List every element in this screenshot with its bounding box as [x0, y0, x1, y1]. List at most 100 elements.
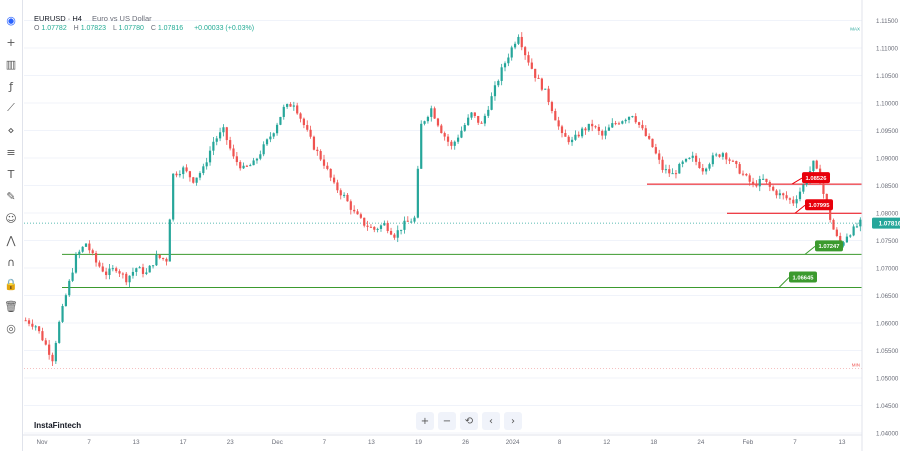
trend-line-icon[interactable]: ⟋ [7, 101, 15, 114]
candle-body [534, 68, 537, 78]
scroll-left-button[interactable]: ‹ [482, 412, 500, 430]
candle-body [678, 163, 681, 174]
price-chart[interactable]: 1.11500 1.11000 1.10500 1.10000 1.09500 1.090… [22, 0, 900, 451]
scroll-right-button[interactable]: › [504, 412, 522, 430]
candle-body [503, 63, 507, 68]
candle-body [524, 47, 527, 56]
candle-body [738, 164, 741, 174]
candle-body [658, 153, 661, 160]
candle-body [772, 186, 775, 191]
resistance-2-label: 1.08526 [806, 176, 828, 182]
price-tick-label: 1.11500 [876, 18, 898, 25]
candle-body [376, 228, 379, 230]
candle-body [594, 126, 597, 128]
candle-body [634, 116, 637, 123]
candle-body [41, 331, 44, 341]
candle-body [782, 193, 785, 196]
candle-body [403, 220, 406, 230]
candle-body [564, 133, 567, 137]
candle-body [135, 268, 138, 272]
candle-body [493, 85, 497, 97]
candle-body [661, 159, 664, 170]
candle-body [359, 214, 362, 218]
candle-body [420, 123, 423, 169]
price-tick-label: 1.11000 [876, 46, 898, 53]
candle-body [94, 253, 98, 263]
close-value: 1.07816 [157, 25, 184, 32]
reset-button[interactable]: ⟲ [460, 412, 478, 430]
eye-icon[interactable]: ◎ [6, 321, 16, 335]
candle-body [517, 36, 520, 44]
price-tick-label: 1.08500 [876, 183, 899, 190]
fib-icon[interactable]: ≡ [6, 145, 16, 159]
fx-icon[interactable]: ƒ [9, 79, 13, 93]
candle-body [768, 181, 771, 187]
ohlc-readout: O 1.07782 H 1.07823 L 1.07780 C 1.07816 … [34, 25, 254, 32]
candle-body [688, 157, 691, 159]
candle-body [430, 108, 433, 117]
emoji-icon[interactable]: ☺ [5, 211, 17, 225]
candle-body [835, 229, 838, 236]
candle-body [470, 112, 473, 118]
text-icon[interactable]: T [7, 167, 15, 181]
candle-body [765, 178, 768, 182]
max-marker: MAX [850, 26, 860, 31]
magnet-icon[interactable]: ∩ [6, 255, 16, 269]
current-price-tag [872, 217, 900, 229]
candle-body [426, 116, 430, 122]
open-value: 1.07782 [41, 25, 67, 32]
candle-body [637, 122, 641, 125]
candle-body [617, 123, 621, 125]
candle-body [537, 77, 540, 79]
candle-body [762, 178, 765, 180]
logo-icon[interactable]: ◉ [6, 13, 16, 27]
brush-icon[interactable]: ✎ [6, 189, 16, 203]
time-tick-label: 8 [558, 439, 562, 446]
candle-body [383, 222, 386, 226]
price-tick-label: 1.04500 [876, 403, 899, 410]
candle-body [557, 120, 560, 127]
symbol-description: Euro vs US Dollar [92, 14, 152, 23]
candle-body [366, 225, 369, 227]
candle-body [507, 57, 510, 64]
candle-body [741, 173, 745, 175]
symbol-title[interactable]: EURUSD · H4 [34, 14, 82, 23]
zoom-out-button[interactable]: − [438, 412, 456, 430]
candle-body [178, 174, 181, 176]
candle-body [456, 137, 460, 142]
candle-body [168, 219, 171, 262]
candle-body [443, 133, 446, 137]
resistance-1-connector [794, 204, 806, 214]
time-tick-label: Feb [743, 439, 754, 446]
candle-body [453, 141, 456, 146]
candle-body [27, 320, 31, 324]
candle-body [604, 130, 607, 136]
candle-body [467, 117, 470, 126]
measure-icon[interactable]: ⋀ [6, 233, 16, 247]
pattern-icon[interactable]: ⋄ [7, 123, 15, 137]
lock-drawing-icon[interactable]: 🔒 [4, 277, 18, 291]
candle-body [128, 275, 131, 283]
candle-body [353, 209, 356, 212]
trash-icon[interactable]: 🗑 [4, 299, 18, 313]
current-price-label: 1.07816 [879, 221, 900, 228]
candle-body [51, 354, 54, 362]
candle-body [272, 133, 275, 137]
candle-body [413, 217, 416, 222]
candle-body [222, 127, 225, 133]
candle-body [554, 111, 557, 121]
candle-body [148, 265, 151, 273]
candles-icon[interactable]: ▥ [5, 57, 17, 71]
candle-body [621, 121, 624, 124]
candle-body [694, 155, 698, 162]
candle-body [711, 155, 714, 165]
candle-body [577, 134, 580, 137]
candle-body [31, 323, 34, 327]
candle-body [450, 141, 453, 146]
candle-body [544, 88, 547, 90]
candle-body [185, 167, 188, 172]
candle-body [255, 158, 259, 161]
time-tick-label: 19 [415, 439, 422, 446]
crosshair-icon[interactable]: + [6, 35, 16, 49]
zoom-in-button[interactable]: + [416, 412, 434, 430]
